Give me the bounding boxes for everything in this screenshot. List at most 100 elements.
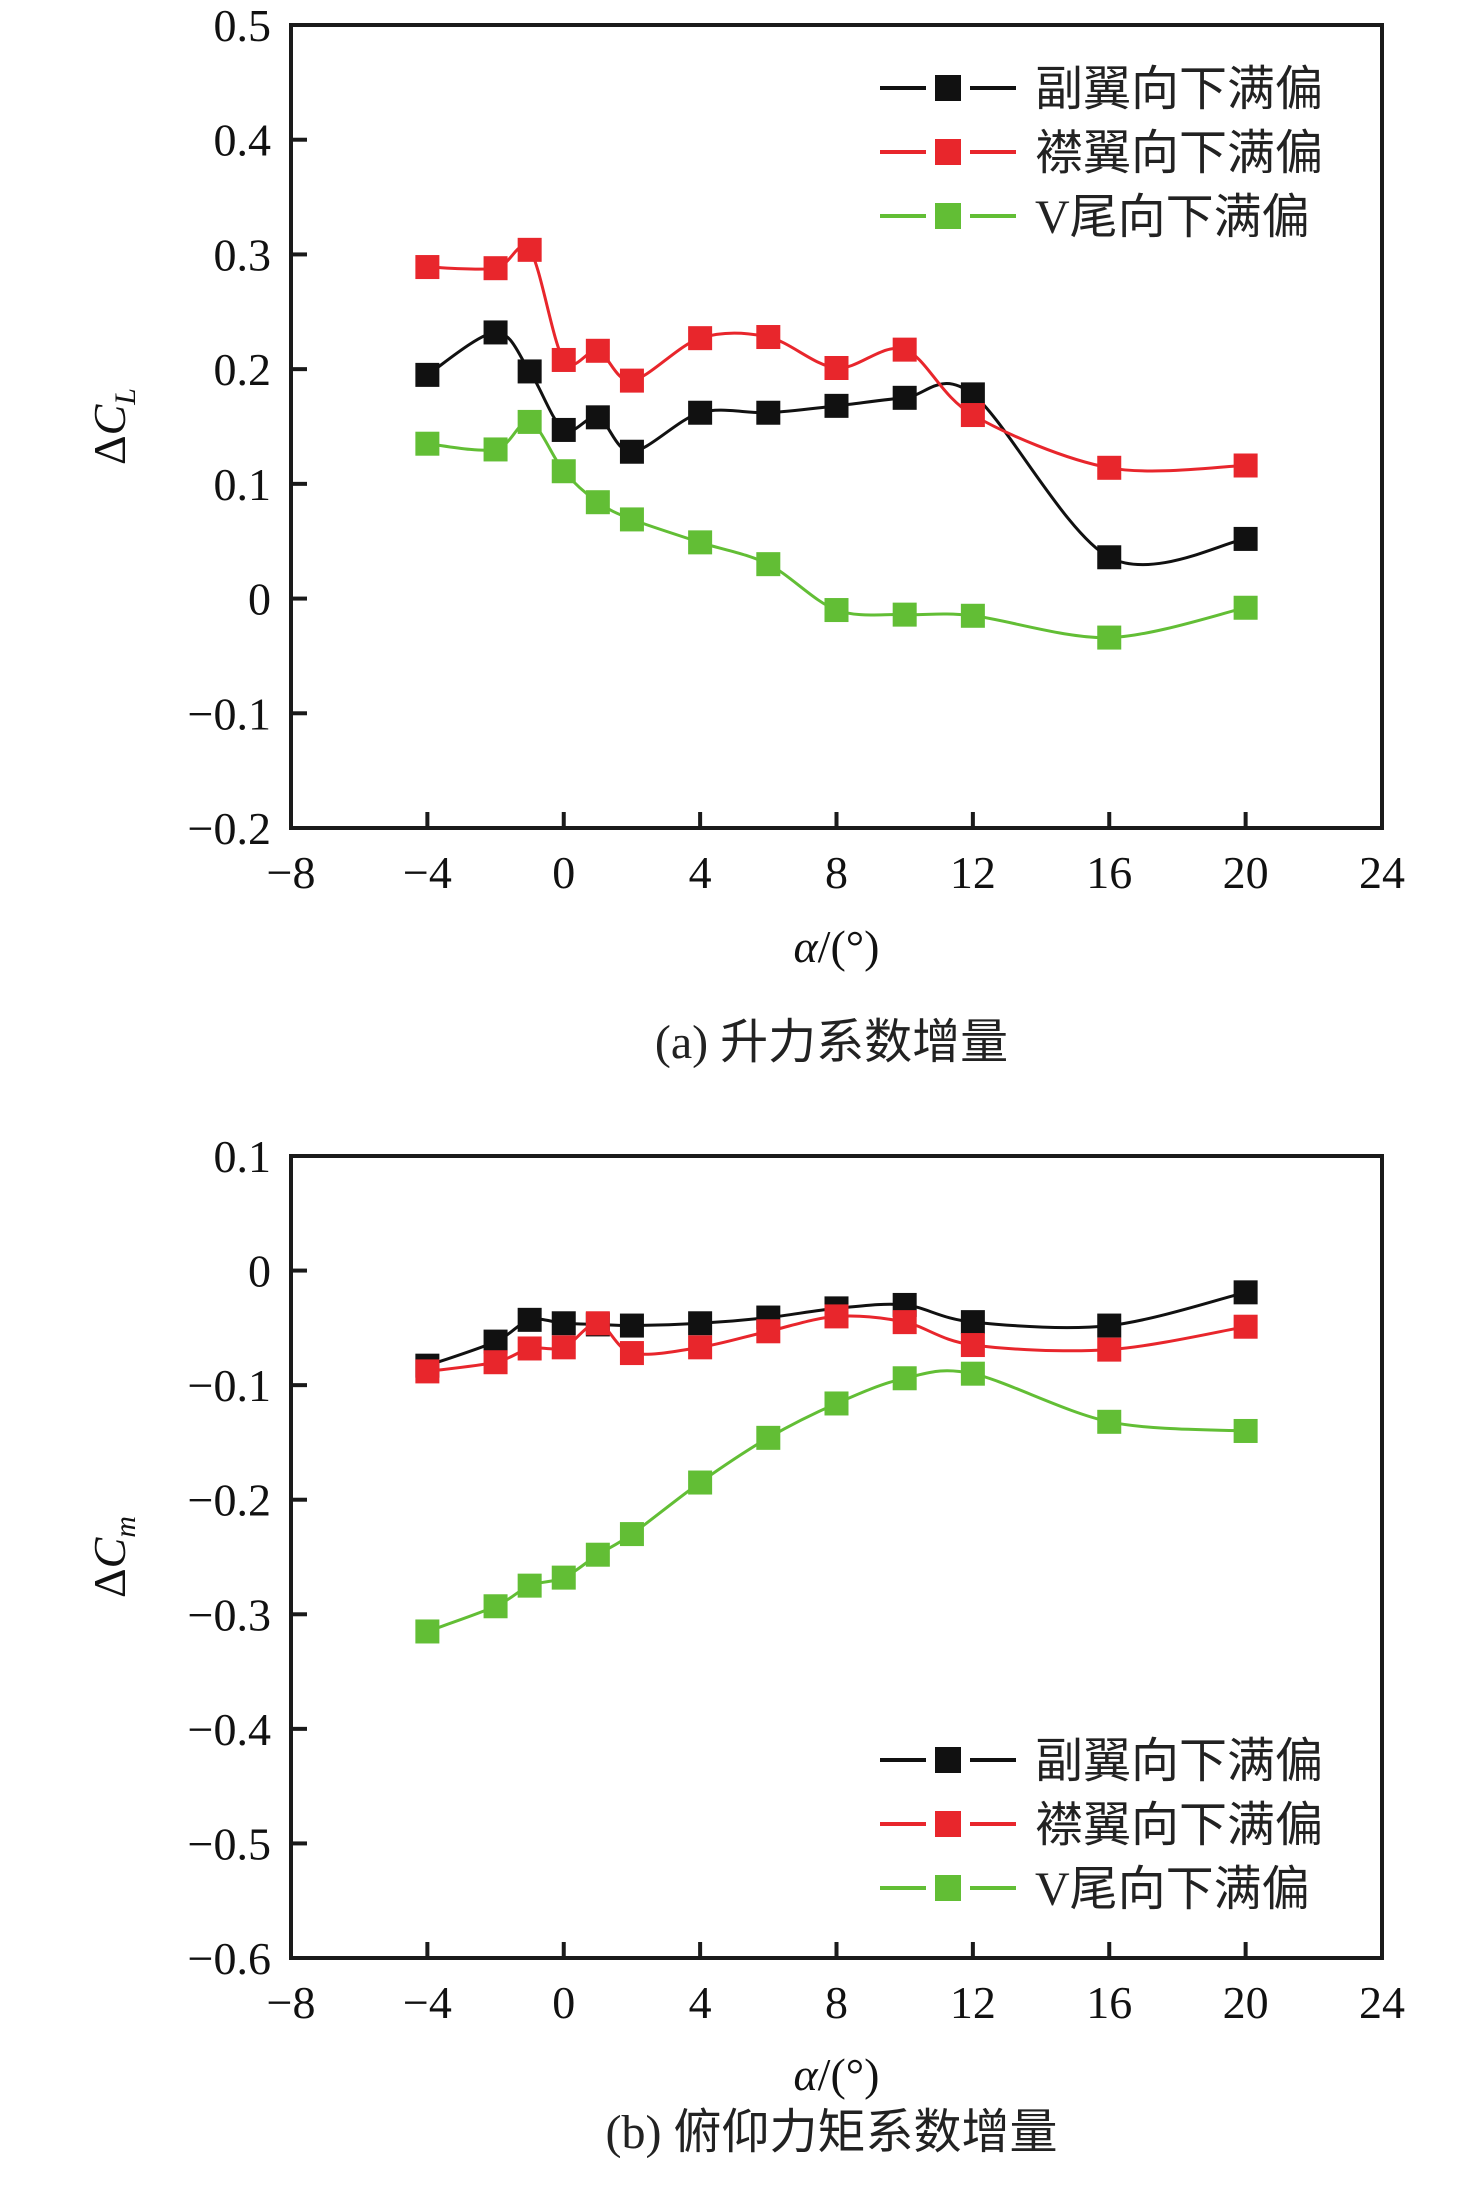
x-tick-label: −8 [267, 1977, 316, 2028]
data-point-marker [892, 1366, 917, 1391]
data-point-marker [415, 255, 440, 280]
data-point-marker [1097, 1409, 1122, 1434]
data-point-marker [960, 1310, 985, 1335]
data-point-marker [892, 1310, 917, 1335]
x-tick-label: 12 [950, 847, 996, 898]
data-point-marker [551, 1565, 576, 1590]
data-point-marker [688, 326, 713, 351]
data-point-marker [517, 409, 542, 434]
legend-item: V尾向下满偏 [880, 191, 1310, 244]
legend-marker [935, 1875, 961, 1901]
data-point-marker [1097, 1337, 1122, 1362]
data-point-marker [415, 431, 440, 456]
legend-marker [935, 75, 961, 101]
data-point-marker [551, 1335, 576, 1360]
data-point-marker [517, 237, 542, 262]
data-point-marker [688, 1311, 713, 1336]
x-tick-label: 20 [1223, 847, 1269, 898]
data-point-marker [960, 1333, 985, 1358]
y-axis-title: ΔCm [84, 1516, 142, 1598]
data-point-marker [824, 393, 849, 418]
chart-panel-b: −8 −4 0 4 8 12 16 20 24 −0.6 −0.5 −0.4 −0.3 −0.2 −0.1 0… [84, 1131, 1405, 2159]
data-point-marker [892, 337, 917, 362]
legend-item: 副翼向下满偏 [880, 63, 1323, 116]
legend-item: 襟翼向下满偏 [880, 127, 1323, 180]
y-axis-title: ΔCL [84, 388, 142, 465]
y-tick-label: −0.3 [188, 1589, 271, 1640]
legend-marker [935, 139, 961, 165]
x-tick-label: 4 [689, 847, 712, 898]
data-point-marker [415, 362, 440, 387]
data-point-marker [517, 359, 542, 384]
data-point-marker [1233, 526, 1258, 551]
data-point-marker [585, 1311, 610, 1336]
legend-label: 副翼向下满偏 [1035, 63, 1323, 116]
y-tick-label: −0.1 [188, 688, 271, 739]
data-point-marker [756, 552, 781, 577]
series-1 [415, 1280, 1258, 1378]
data-point-marker [892, 602, 917, 627]
data-point-marker [824, 355, 849, 380]
data-point-marker [1233, 1280, 1258, 1305]
y-tick-label: 0.1 [214, 1131, 272, 1182]
series-3 [415, 1361, 1258, 1644]
y-tick-label: 0.2 [214, 344, 272, 395]
x-tick-label: −4 [403, 847, 452, 898]
data-point-marker [960, 1361, 985, 1386]
data-point-marker [1233, 595, 1258, 620]
x-tick-label: 16 [1086, 1977, 1132, 2028]
x-tick-label: 24 [1359, 1977, 1405, 2028]
data-point-marker [960, 403, 985, 428]
data-point-marker [551, 1311, 576, 1336]
legend-marker [935, 1811, 961, 1837]
series-2 [415, 237, 1258, 480]
data-point-marker [483, 437, 508, 462]
data-point-marker [1233, 1314, 1258, 1339]
y-tick-label: −0.5 [188, 1818, 271, 1869]
data-point-marker [756, 400, 781, 425]
data-point-marker [960, 382, 985, 407]
data-point-marker [619, 507, 644, 532]
y-tick-label: 0 [248, 1246, 271, 1297]
data-point-marker [1097, 625, 1122, 650]
data-point-marker [824, 1391, 849, 1416]
y-tick-label: −0.4 [188, 1704, 271, 1755]
data-point-marker [960, 603, 985, 628]
series-2 [415, 1304, 1258, 1384]
x-tick-label: 8 [825, 1977, 848, 2028]
data-point-marker [688, 1470, 713, 1495]
legend-item: 副翼向下满偏 [880, 1735, 1323, 1788]
data-point-marker [756, 1425, 781, 1450]
chart-panel-a: −8 −4 0 4 8 12 16 20 24 −0.2 −0.1 0 0.1 0.2 0.3 0.4 0.5 α… [84, 0, 1405, 1069]
data-point-marker [551, 417, 576, 442]
data-point-marker [483, 1350, 508, 1375]
series-1 [415, 320, 1258, 570]
data-point-marker [483, 256, 508, 281]
data-point-marker [517, 1573, 542, 1598]
data-point-marker [892, 385, 917, 410]
legend-label: V尾向下满偏 [1035, 1863, 1310, 1916]
legend-label: V尾向下满偏 [1035, 191, 1310, 244]
data-point-marker [483, 1594, 508, 1619]
data-point-marker [585, 490, 610, 515]
x-axis-title: α/(°) [794, 2049, 880, 2100]
y-tick-label: 0.1 [214, 459, 272, 510]
data-point-marker [688, 530, 713, 555]
data-point-marker [415, 1359, 440, 1384]
x-tick-label: −4 [403, 1977, 452, 2028]
data-point-marker [619, 1341, 644, 1366]
data-point-marker [619, 1313, 644, 1338]
y-tick-label: −0.2 [188, 1475, 271, 1526]
data-point-marker [1233, 1418, 1258, 1443]
y-tick-label: −0.6 [188, 1933, 271, 1984]
data-point-marker [1233, 453, 1258, 478]
data-point-marker [585, 1542, 610, 1567]
x-tick-label: 24 [1359, 847, 1405, 898]
data-point-marker [619, 1522, 644, 1547]
x-axis-title: α/(°) [794, 921, 880, 972]
legend-item: V尾向下满偏 [880, 1863, 1310, 1916]
legend-marker [935, 203, 961, 229]
legend-label: 副翼向下满偏 [1035, 1735, 1323, 1788]
